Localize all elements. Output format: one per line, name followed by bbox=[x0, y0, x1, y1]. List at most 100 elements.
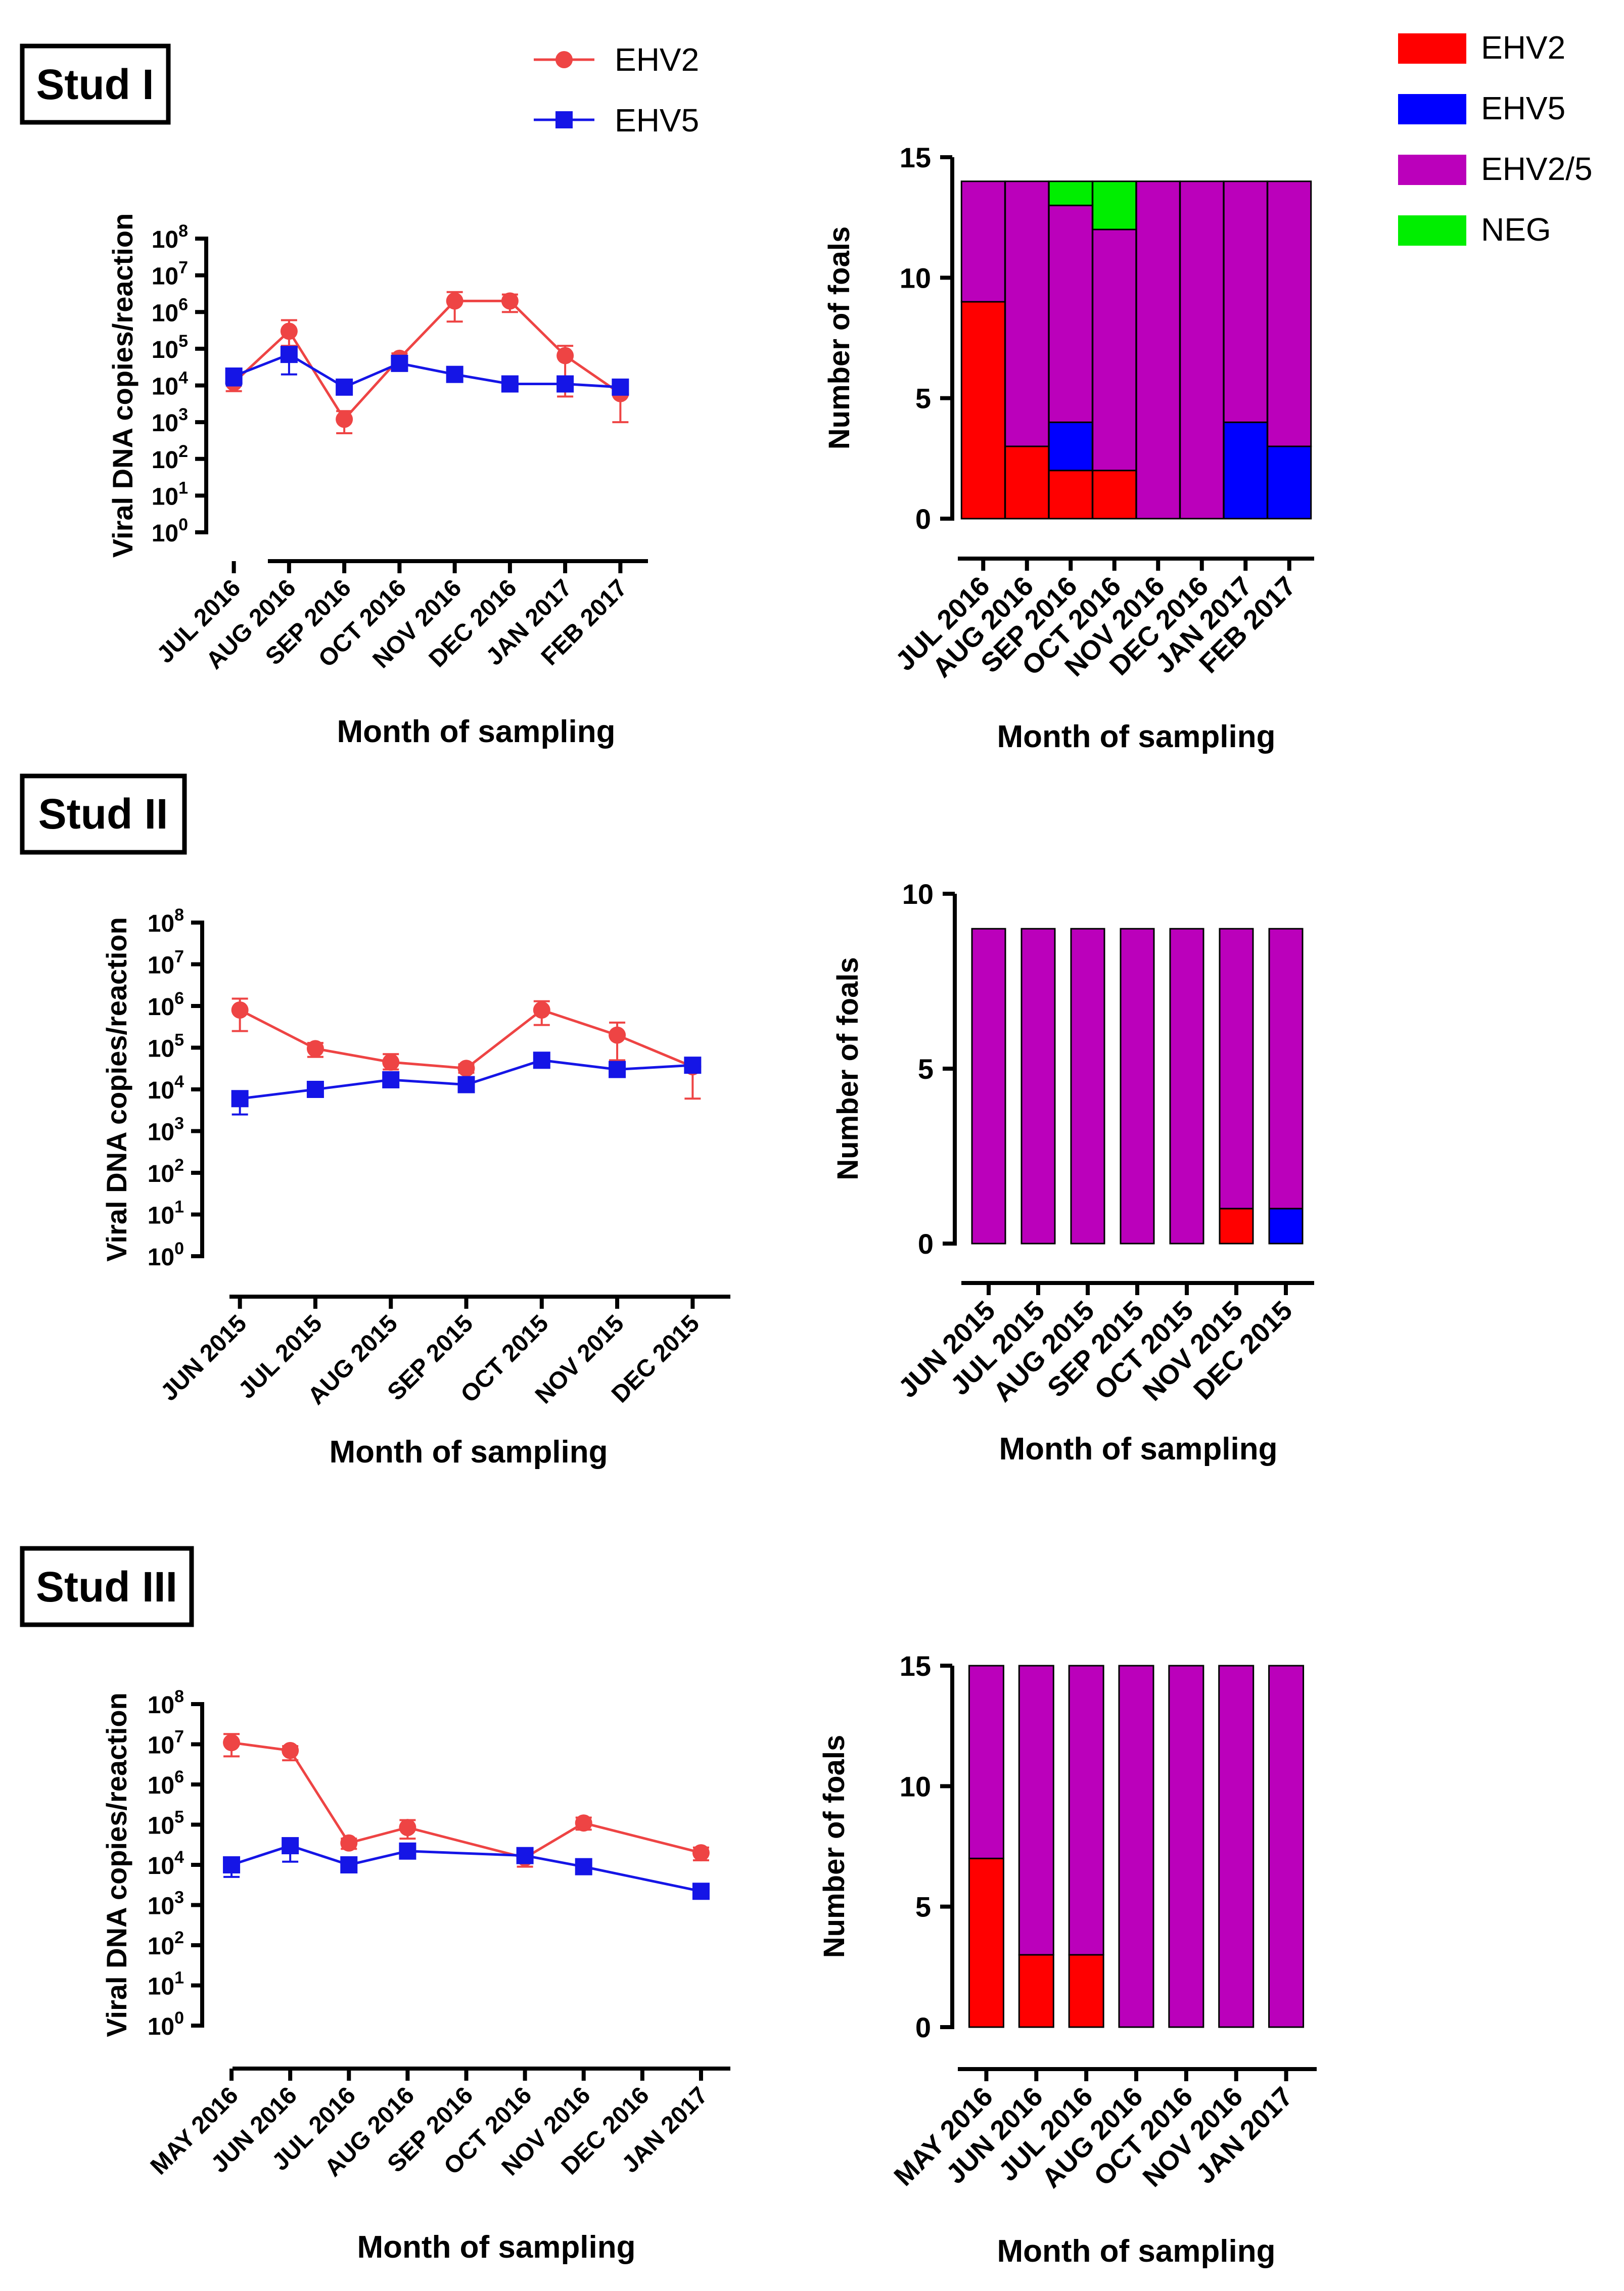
stud3-bar-y-label: Number of foals bbox=[818, 1735, 851, 1958]
stud3-bar-y-tick-label: 10 bbox=[900, 1770, 931, 1802]
stud3-line-y-tick-label: 108 bbox=[148, 1687, 184, 1719]
stud3-line-y-tick-label: 103 bbox=[148, 1888, 184, 1920]
stud2-line-y-tick-label: 105 bbox=[148, 1031, 184, 1063]
stud1-bar-bar-ehv2 bbox=[1048, 470, 1093, 520]
stud1-bar-y-label: Number of foals bbox=[823, 226, 856, 450]
stud1-bar-y-tick-label: 5 bbox=[915, 383, 931, 415]
bar-legend: EHV2 EHV5 EHV2/5 NEG bbox=[1398, 29, 1593, 248]
stud2-line-point-ehv5 bbox=[306, 1081, 324, 1098]
stud1-line-x-label: Month of sampling bbox=[337, 714, 615, 749]
stud2-bar-y-tick-label: 0 bbox=[918, 1228, 934, 1260]
stud-title-3-text: Stud III bbox=[36, 1563, 177, 1611]
stud2-line-point-ehv5 bbox=[609, 1061, 626, 1078]
stud1-bar-bar-ehv5 bbox=[1048, 421, 1093, 472]
stud3-bar-y-tick-label: 5 bbox=[915, 1891, 931, 1923]
stud1-line-point-ehv2 bbox=[336, 410, 353, 428]
stud1-bar-bar-ehv25 bbox=[1135, 180, 1181, 520]
line-legend: EHV2 EHV5 bbox=[534, 41, 699, 139]
line-legend-label-ehv2: EHV2 bbox=[615, 41, 699, 78]
stud2-bar-x-label: Month of sampling bbox=[999, 1432, 1277, 1467]
stud3-bar-y-tick-label: 0 bbox=[915, 2011, 931, 2043]
stud1-bar-bar-ehv5 bbox=[1223, 421, 1268, 520]
stud1-line-point-ehv5 bbox=[556, 375, 574, 393]
stud1-bar-bar-ehv25 bbox=[1267, 180, 1312, 447]
bar-legend-item-neg: NEG bbox=[1398, 211, 1551, 248]
stud1-line-y-tick-label: 101 bbox=[152, 478, 188, 510]
stud3-line-point-ehv2 bbox=[692, 1844, 710, 1862]
stud2-bar-y-tick-label: 5 bbox=[918, 1053, 934, 1085]
stud2-line-y-tick-label: 104 bbox=[148, 1072, 184, 1104]
stud1-line-y-tick-label: 103 bbox=[152, 405, 188, 437]
stud2-line-point-ehv2 bbox=[457, 1060, 475, 1077]
stud3-bar-bar-ehv25 bbox=[1118, 1665, 1154, 2028]
bar-legend-label-ehv5: EHV5 bbox=[1481, 90, 1565, 126]
stud2-line-x-label: Month of sampling bbox=[329, 1435, 608, 1470]
stud1-bar-bar-ehv25 bbox=[1004, 180, 1050, 447]
stud2-bar-bar-ehv25 bbox=[1169, 928, 1204, 1245]
stud3-line-point-ehv5 bbox=[223, 1856, 241, 1873]
stud2-line-point-ehv2 bbox=[382, 1053, 400, 1071]
stud2-line-y-tick-label: 100 bbox=[148, 1239, 184, 1271]
stud2-line-point-ehv5 bbox=[382, 1071, 400, 1088]
stud2-line-point-ehv2 bbox=[609, 1026, 626, 1044]
stud1-line-point-ehv5 bbox=[501, 375, 519, 393]
stud2-line-point-ehv5 bbox=[533, 1051, 550, 1069]
stud2-line-point-ehv5 bbox=[457, 1076, 475, 1093]
stud3-bar-bar-ehv2 bbox=[968, 1857, 1004, 2028]
stud3-line-y-tick-label: 101 bbox=[148, 1968, 184, 2000]
stud3-line-point-ehv2 bbox=[399, 1819, 416, 1837]
bar-legend-label-ehv2: EHV2 bbox=[1481, 29, 1565, 66]
stud2-bar-bar-ehv25 bbox=[1268, 928, 1304, 1210]
line-legend-item-ehv5: EHV5 bbox=[534, 102, 699, 139]
stud3-line-y-label: Viral DNA copies/reaction bbox=[101, 1692, 132, 2037]
stud1-bar-bar-neg bbox=[1092, 180, 1137, 231]
stud1-line-point-ehv5 bbox=[391, 354, 408, 372]
stud3-bar-bar-ehv25 bbox=[1218, 1665, 1255, 2028]
stud3-line-y-tick-label: 100 bbox=[148, 2008, 184, 2040]
stud1-line-point-ehv5 bbox=[336, 378, 353, 396]
stud3-line-y-tick-label: 105 bbox=[148, 1808, 184, 1840]
bar-legend-item-ehv5: EHV5 bbox=[1398, 90, 1565, 126]
stud2-line-y-tick-label: 101 bbox=[148, 1198, 184, 1229]
stud3-line-x-label: Month of sampling bbox=[357, 2230, 635, 2265]
stud3-line-y-tick-label: 106 bbox=[148, 1767, 184, 1799]
stud1-bar-y-tick-label: 0 bbox=[915, 503, 931, 535]
bar-legend-item-ehv25: EHV2/5 bbox=[1398, 151, 1593, 187]
stud1-line-y-tick-label: 105 bbox=[152, 332, 188, 363]
stud3-line-point-ehv5 bbox=[575, 1858, 592, 1875]
stud3-line-y-tick-label: 107 bbox=[148, 1727, 184, 1759]
stud1-line-y-tick-label: 104 bbox=[152, 369, 188, 400]
stud2-line-y-tick-label: 108 bbox=[148, 905, 184, 937]
stud2-line-point-ehv2 bbox=[533, 1001, 550, 1019]
stud2-line-point-ehv5 bbox=[231, 1090, 249, 1108]
stud2-bar-y-tick-label: 10 bbox=[902, 878, 934, 910]
stud-title-2: Stud II bbox=[20, 773, 187, 855]
stud3-line-y-tick-label: 104 bbox=[148, 1848, 184, 1880]
stud3-bar-bar-ehv2 bbox=[1018, 1954, 1054, 2028]
bar-legend-item-ehv2: EHV2 bbox=[1398, 29, 1565, 66]
stud1-line-point-ehv5 bbox=[225, 367, 243, 385]
stud3-line-point-ehv2 bbox=[223, 1734, 241, 1752]
stud3-bar-x-label: Month of sampling bbox=[997, 2234, 1275, 2269]
stud1-bar-bar-ehv25 bbox=[960, 180, 1006, 303]
stud1-line-point-ehv2 bbox=[556, 347, 574, 364]
stud2-line-y-tick-label: 103 bbox=[148, 1114, 184, 1146]
stud1-line-point-ehv2 bbox=[446, 292, 463, 310]
stud2-bar-bar-ehv5 bbox=[1268, 1208, 1304, 1245]
stud3-line-point-ehv2 bbox=[340, 1834, 358, 1852]
stud1-line-series-ehv5-line bbox=[233, 353, 621, 389]
bar-legend-label-ehv25: EHV2/5 bbox=[1481, 151, 1593, 187]
stud3-line-y-tick-label: 102 bbox=[148, 1928, 184, 1960]
stud3-bar-bar-ehv25 bbox=[1268, 1665, 1305, 2028]
stud1-line-point-ehv5 bbox=[612, 378, 629, 396]
stud1-bar-bar-ehv5 bbox=[1267, 445, 1312, 520]
stud1-line-y-tick-label: 106 bbox=[152, 295, 188, 327]
stud3-line-point-ehv5 bbox=[399, 1842, 416, 1860]
stud2-line-y-tick-label: 102 bbox=[148, 1156, 184, 1187]
stud2-line-point-ehv2 bbox=[306, 1040, 324, 1058]
stud3-bar-y-tick-label: 15 bbox=[900, 1650, 931, 1682]
stud2-bar-y-label: Number of foals bbox=[831, 957, 864, 1180]
stud1-bar-bar-ehv25 bbox=[1179, 180, 1225, 520]
